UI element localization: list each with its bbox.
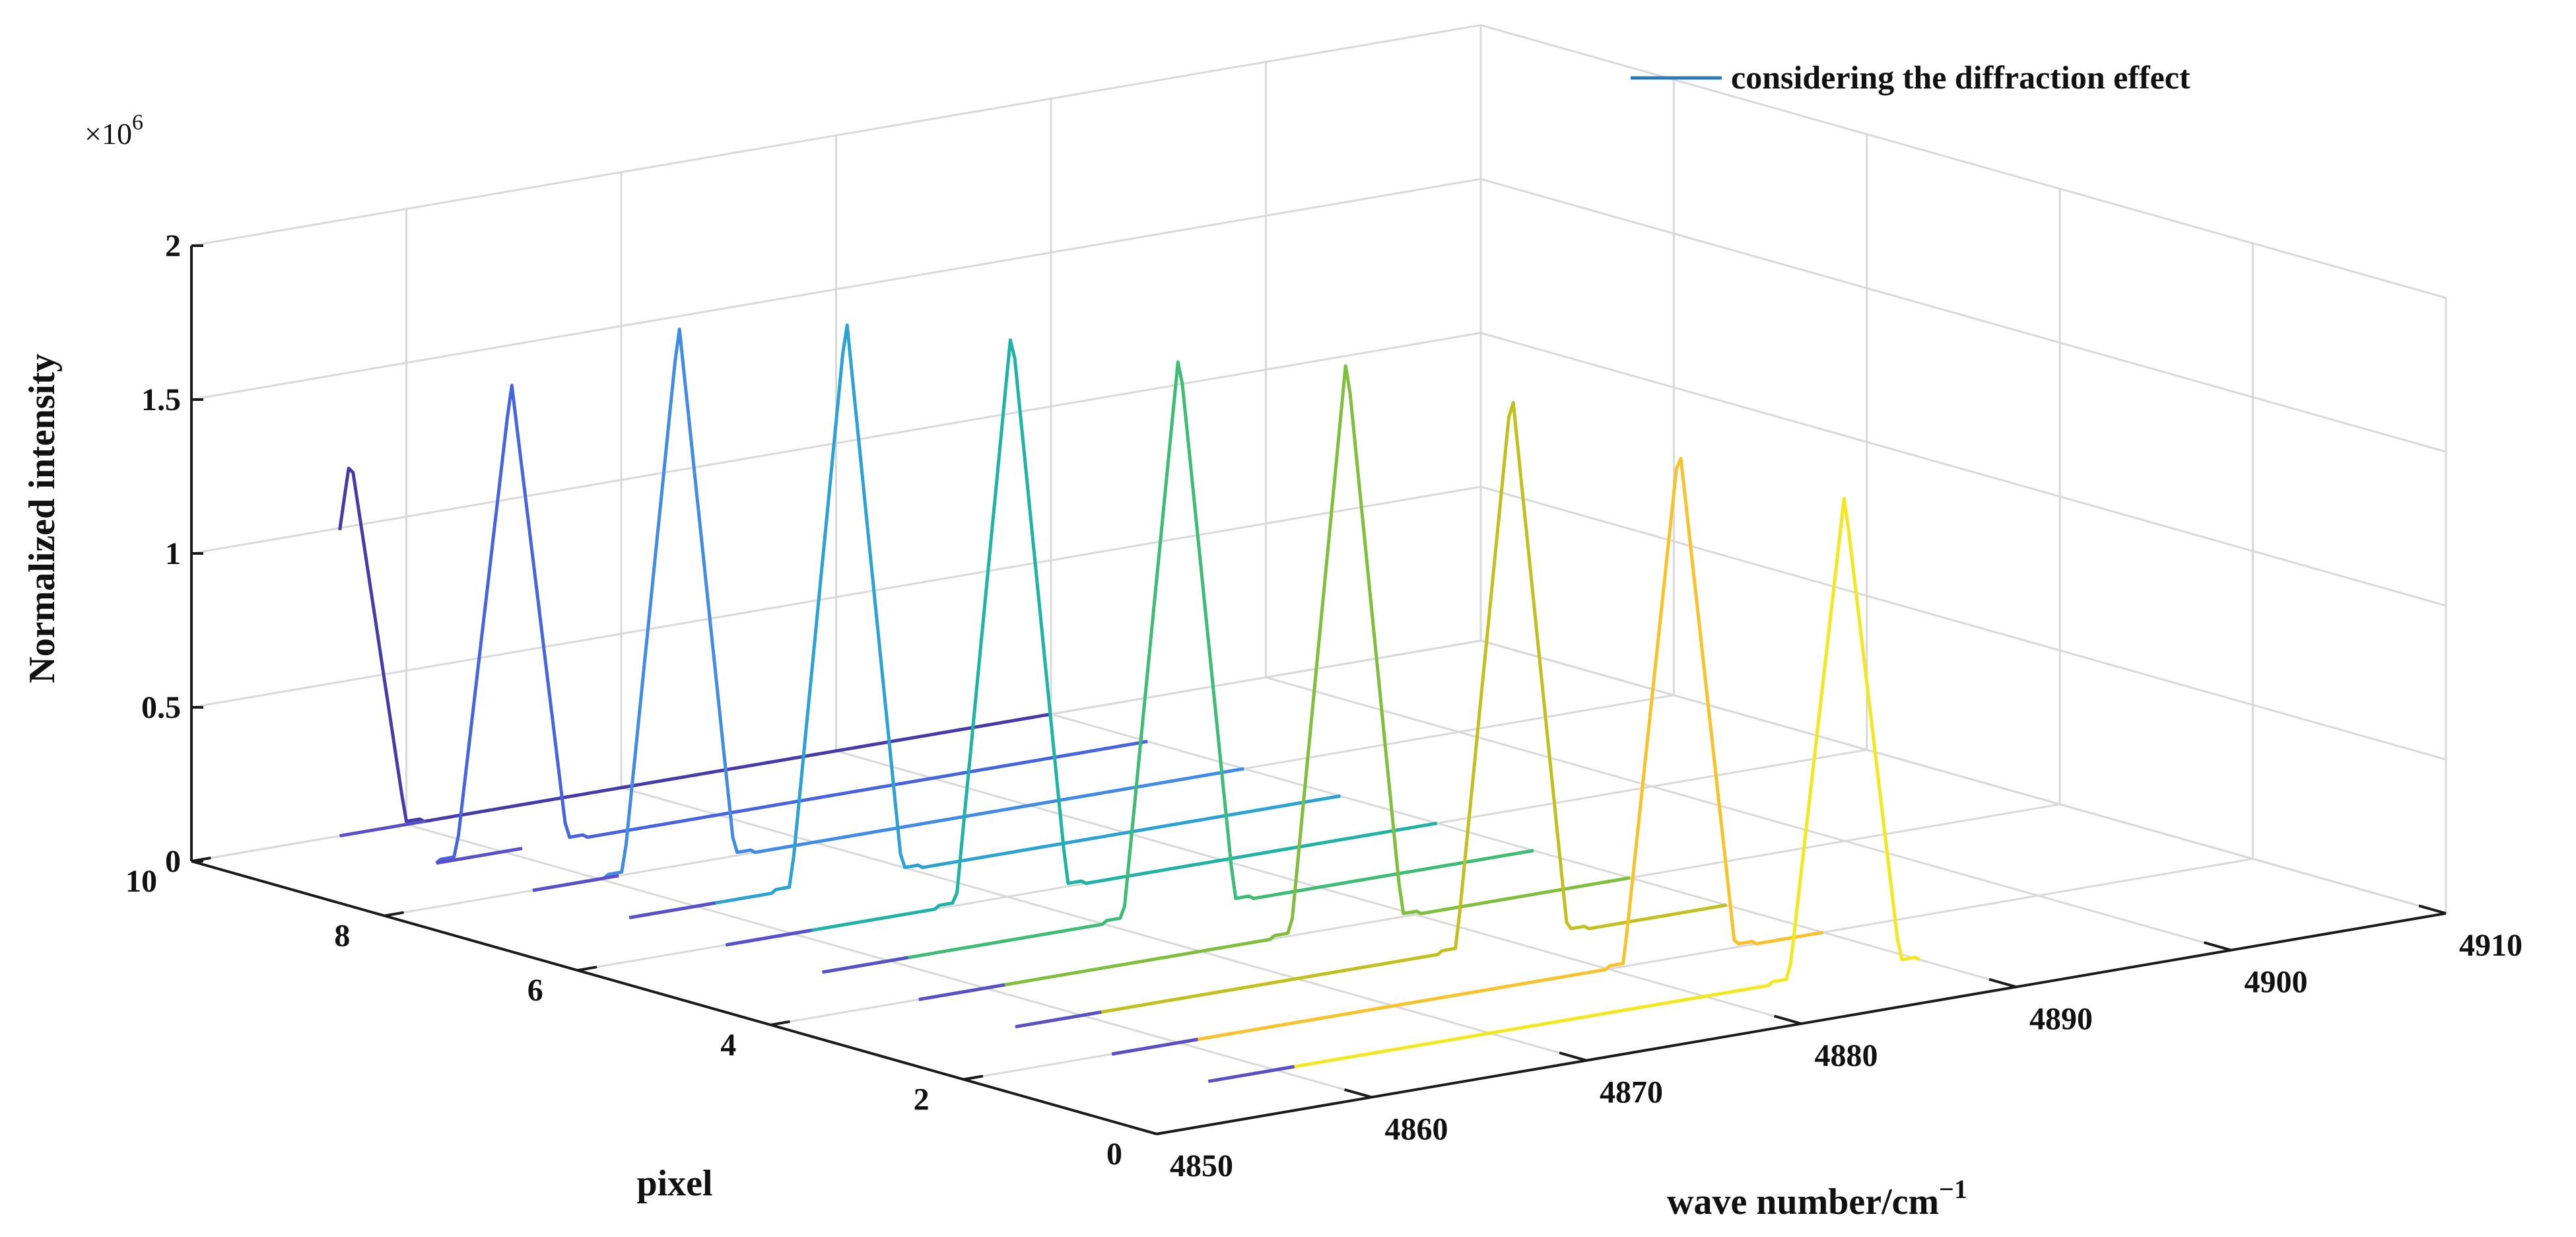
x-tick-label: 4850 (1170, 1149, 1233, 1184)
series-line-pixel-10 (338, 466, 1052, 824)
series-front-segment (1015, 1010, 1102, 1029)
grid-line-side-z (1480, 485, 2447, 761)
x-tick (1559, 1051, 1587, 1062)
z-tick-label: 0 (165, 844, 181, 879)
y-tick-label: 0 (1106, 1137, 1122, 1172)
y-tick (384, 911, 405, 917)
y-tick-label: 4 (720, 1028, 736, 1063)
x-tick (1988, 977, 2017, 989)
y-tick (770, 1020, 790, 1026)
x-tick-label: 4910 (2459, 928, 2523, 963)
grid-line-floor-x (1266, 676, 2231, 952)
grid-line-back-z (191, 332, 1481, 555)
series-layer (338, 323, 1920, 1083)
grid-layer (190, 24, 2447, 1135)
grid-line-side-z (1480, 332, 2447, 607)
z-scale-exponent: 6 (132, 110, 143, 135)
series-front-segment (1111, 1038, 1198, 1056)
x-tick (1344, 1088, 1373, 1099)
grid-line-side-z (1480, 24, 2447, 299)
z-tick-label: 1.5 (141, 382, 181, 417)
series-line-pixel-2 (1111, 456, 1824, 1056)
y-tick-label: 10 (125, 864, 157, 899)
x-tick (1129, 1125, 1157, 1135)
labels-layer: Normalized intensity pixel wave number/c… (22, 110, 1967, 1222)
y-tick (577, 966, 597, 972)
legend: considering the diffraction effect (1631, 59, 2190, 96)
series-line-pixel-3 (1015, 401, 1727, 1029)
x-axis-title-base: wave number/cm (1667, 1182, 1939, 1222)
x-axis-title: wave number/cm−1 (1667, 1174, 1967, 1222)
legend-entry-label: considering the diffraction effect (1731, 59, 2190, 96)
z-scale-base: ×10 (85, 117, 132, 151)
series-front-segment (436, 847, 523, 865)
series-front-segment (725, 929, 813, 947)
series-front-segment (918, 983, 1005, 1001)
y-tick (963, 1075, 984, 1081)
x-tick (2418, 904, 2447, 915)
series-front-segment (822, 956, 909, 974)
series-front-segment (1207, 1065, 1295, 1083)
x-tick-label: 4870 (1600, 1075, 1663, 1110)
grid-line-back-z (191, 178, 1481, 401)
series-line-pixel-4 (918, 364, 1631, 1001)
series-front-segment (628, 901, 716, 919)
y-tick-label: 8 (334, 919, 350, 954)
x-tick-label: 4880 (1815, 1038, 1878, 1073)
z-tick-label: 0.5 (141, 690, 181, 725)
grid-line-back-z (191, 24, 1481, 247)
series-line-pixel-8 (532, 328, 1244, 892)
y-tick-label: 2 (914, 1082, 930, 1117)
grid-line-floor-x (1480, 639, 2447, 915)
y-tick-label: 6 (527, 973, 543, 1008)
series-line-pixel-1 (1207, 497, 1920, 1083)
z-scale-factor: ×106 (85, 110, 143, 151)
series-front-segment (532, 874, 619, 892)
series-line-pixel-7 (628, 323, 1341, 919)
x-axis-title-superscript: −1 (1939, 1174, 1967, 1204)
y-tick (1156, 1129, 1176, 1135)
y-axis-title: pixel (636, 1163, 712, 1204)
grid-line-back-z (191, 485, 1481, 709)
x-tick-label: 4900 (2245, 965, 2308, 1000)
y-axis-line (191, 860, 1157, 1135)
series-front-segment (339, 819, 426, 838)
series-line-pixel-9 (435, 384, 1148, 865)
axes-layer: 0 0.5 1 1.5 2 0 2 4 6 8 10 4850 4860 4870 4880 4890 4900… (125, 229, 2523, 1184)
z-tick-label: 2 (165, 229, 181, 264)
z-axis-title: Normalized intensity (22, 353, 63, 683)
z-tick-label: 1 (165, 536, 181, 571)
series-line-pixel-6 (725, 338, 1438, 947)
x-tick (1774, 1014, 1802, 1025)
series-line-pixel-5 (822, 360, 1534, 974)
x-tick-label: 4860 (1385, 1112, 1448, 1147)
y-tick (191, 857, 211, 863)
x-tick (2204, 941, 2232, 952)
x-tick-label: 4890 (2029, 1001, 2093, 1036)
grid-line-side-z (1480, 178, 2447, 453)
